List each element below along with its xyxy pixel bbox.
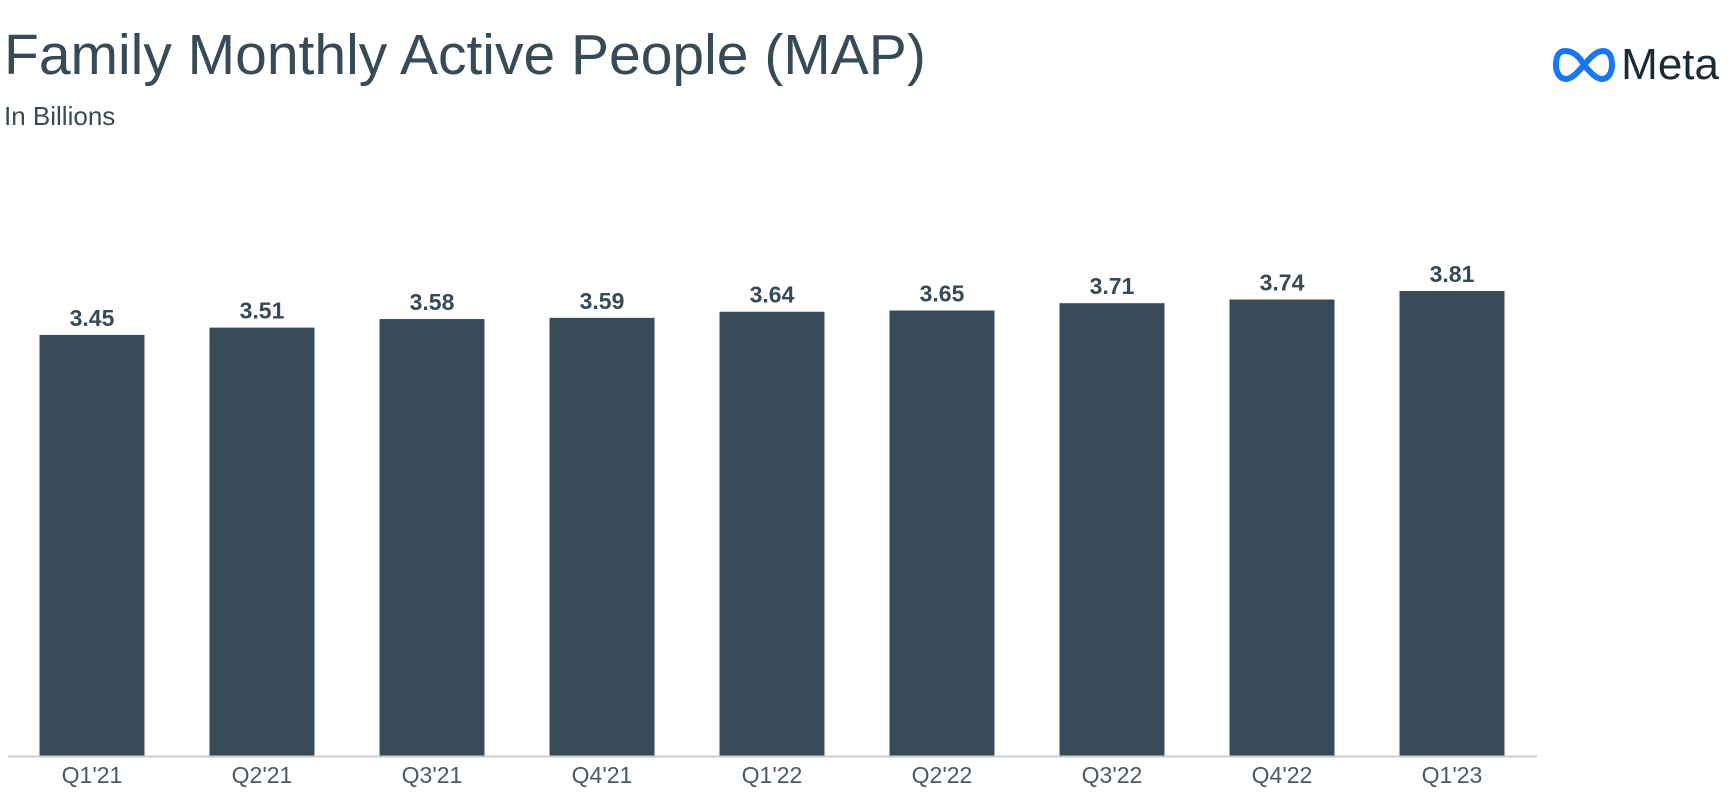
x-tick-label: Q2'21 bbox=[232, 762, 293, 788]
data-label: 3.59 bbox=[580, 288, 625, 314]
x-tick-label: Q1'21 bbox=[62, 762, 123, 788]
data-label: 3.45 bbox=[70, 305, 115, 331]
x-tick-label: Q3'21 bbox=[402, 762, 463, 788]
data-label: 3.58 bbox=[410, 289, 455, 315]
bar-Q4'21 bbox=[549, 317, 655, 756]
meta-infinity-logo-icon bbox=[1553, 48, 1616, 82]
bar-Q3'22 bbox=[1059, 303, 1165, 756]
bar-Q1'21 bbox=[39, 334, 145, 756]
x-tick-label: Q1'22 bbox=[742, 762, 803, 788]
chart-title: Family Monthly Active People (MAP) bbox=[4, 23, 926, 87]
bar-Q4'22 bbox=[1229, 299, 1335, 756]
bar-Q2'21 bbox=[209, 327, 315, 756]
x-tick-label: Q1'23 bbox=[1422, 762, 1483, 788]
chart-subtitle: In Billions bbox=[4, 101, 116, 131]
brand-name: Meta bbox=[1621, 40, 1719, 89]
data-label: 3.65 bbox=[920, 281, 965, 307]
bar-Q1'23 bbox=[1399, 291, 1505, 756]
brand-logo: Meta bbox=[1553, 40, 1719, 90]
data-label: 3.71 bbox=[1090, 273, 1135, 299]
data-label: 3.64 bbox=[750, 282, 795, 308]
x-tick-label: Q4'21 bbox=[572, 762, 633, 788]
x-tick-label: Q4'22 bbox=[1252, 762, 1313, 788]
x-tick-label: Q3'22 bbox=[1082, 762, 1143, 788]
x-tick-label: Q2'22 bbox=[912, 762, 973, 788]
bar-Q2'22 bbox=[889, 310, 995, 756]
bar-Q1'22 bbox=[719, 311, 825, 756]
bar-Q3'21 bbox=[379, 319, 485, 756]
data-label: 3.51 bbox=[240, 298, 285, 324]
data-label: 3.74 bbox=[1260, 270, 1305, 296]
data-label: 3.81 bbox=[1430, 261, 1475, 287]
